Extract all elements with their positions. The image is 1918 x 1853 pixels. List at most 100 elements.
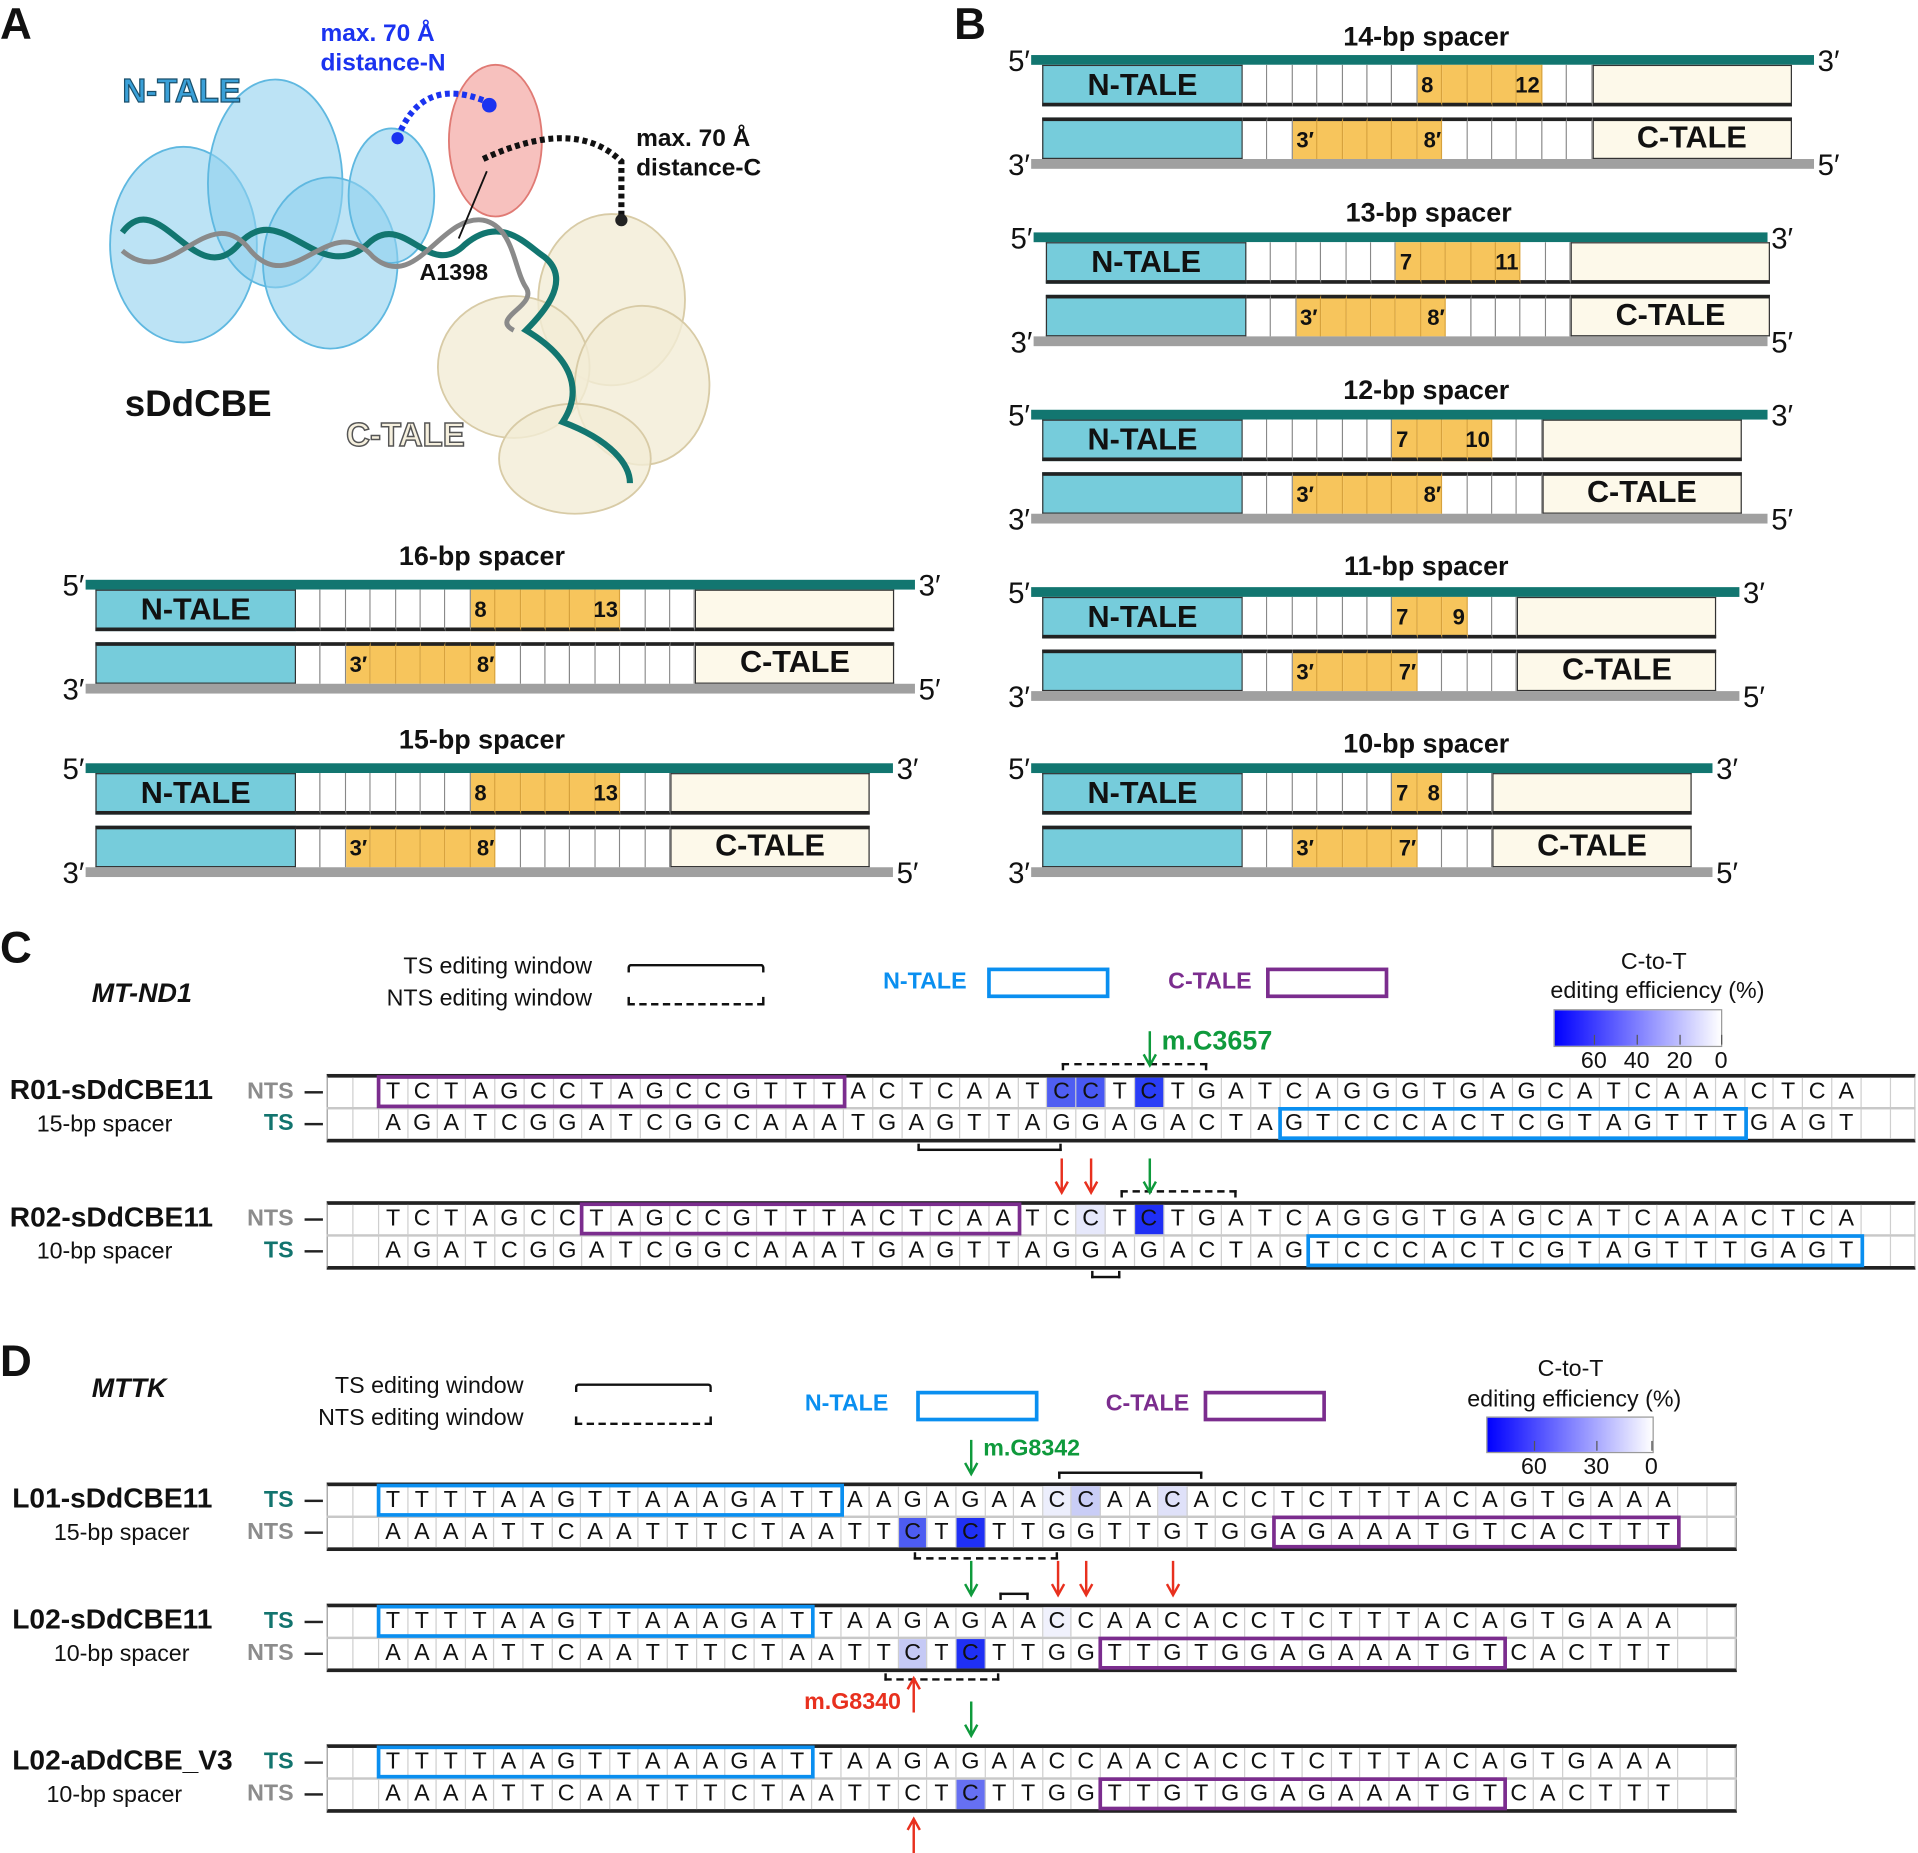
nucleotide: A: [1476, 1486, 1506, 1516]
n-tale-box: [1042, 773, 1243, 815]
spacer-cell: [1242, 117, 1268, 160]
top-strand-bar: [1033, 232, 1768, 243]
spacer-cell: [1517, 117, 1543, 160]
nucleotide: T: [1620, 1779, 1650, 1810]
solid-bracket-legend-c: [627, 963, 765, 973]
spacer-cell: [1545, 294, 1571, 337]
nucleotide: T: [1774, 1077, 1804, 1107]
nucleotide: C: [1455, 1109, 1484, 1139]
nucleotide: G: [1193, 1204, 1222, 1235]
bottom-strand-bar: [85, 683, 915, 694]
panel-label-c: C: [0, 922, 32, 973]
nucleotide: A: [1476, 1747, 1506, 1778]
colorbar-tick: [1593, 1034, 1596, 1045]
construct-label: sDdCBE: [124, 384, 272, 425]
nucleotide: A: [1106, 1236, 1135, 1267]
window-end-number: 7′: [1398, 836, 1417, 861]
c-tale-box: [670, 825, 870, 868]
nucleotide: T: [1101, 1779, 1130, 1810]
spacer-cell: [320, 642, 346, 684]
window-cell: [1421, 294, 1447, 337]
nucleotide: C: [1563, 1639, 1592, 1669]
nucleotide: A: [870, 1607, 899, 1637]
spacer-cell: [1342, 773, 1368, 815]
five-prime-label: 5′: [1008, 45, 1030, 79]
nucleotide: A: [1484, 1204, 1513, 1235]
spacer-cell: [1417, 825, 1443, 868]
three-prime-label: 3′: [918, 570, 941, 604]
nucleotide: G: [1043, 1779, 1073, 1810]
nucleotide: A: [1600, 1236, 1629, 1267]
nucleotide: C: [495, 1109, 525, 1139]
nucleotide: A: [524, 1486, 553, 1516]
nucleotide: T: [437, 1077, 467, 1107]
nucleotide: A: [1332, 1779, 1361, 1810]
spacer-cell: [1392, 64, 1418, 107]
nucleotide: T: [668, 1517, 697, 1548]
nucleotide: A: [379, 1779, 409, 1810]
nucleotide: C: [1803, 1077, 1833, 1107]
nts-editing-window-bracket: [1062, 1062, 1208, 1071]
nucleotide: G: [1216, 1639, 1246, 1669]
nucleotide: G: [931, 1109, 961, 1139]
five-prime-label: 5′: [1771, 503, 1794, 537]
nucleotide: A: [812, 1779, 842, 1810]
nucleotide: T: [1534, 1486, 1563, 1516]
blank-cell: [353, 1236, 380, 1267]
blank-cell: [1678, 1779, 1708, 1810]
colorbar-tick: [1596, 1440, 1598, 1451]
strand-tick: [304, 1531, 323, 1534]
spacer-cell: [620, 825, 646, 868]
protein-dna-structure: [109, 63, 711, 515]
nucleotide: C: [1072, 1486, 1101, 1516]
nucleotide: A: [495, 1607, 524, 1637]
spacer-cell: [445, 589, 471, 632]
spacer-cell: [296, 589, 321, 632]
nucleotide: A: [1592, 1747, 1621, 1778]
row-divider: [326, 1515, 1737, 1518]
nucleotide: T: [379, 1077, 409, 1107]
nucleotide: T: [1571, 1109, 1600, 1139]
blank-cell: [1707, 1639, 1736, 1669]
nucleotide: C: [641, 1109, 670, 1139]
track-name: R02-sDdCBE11: [9, 1200, 214, 1233]
nucleotide: A: [1687, 1204, 1717, 1235]
spacer-cell: [320, 773, 346, 815]
nucleotide: G: [1159, 1779, 1188, 1810]
window-cell: [1342, 117, 1368, 160]
nucleotide: G: [1629, 1236, 1658, 1267]
c-tale-box: [695, 642, 895, 684]
window-cell: [1371, 294, 1397, 337]
nucleotide: T: [466, 1607, 495, 1637]
row-divider: [326, 1234, 1916, 1237]
nucleotide: C: [1447, 1747, 1477, 1778]
nucleotide: A: [1534, 1517, 1563, 1548]
nucleotide: A: [1187, 1747, 1217, 1778]
down-arrow-icon: [963, 1560, 979, 1598]
nucleotide: C: [1134, 1077, 1164, 1107]
blank-cell: [327, 1779, 353, 1810]
spacer-cell: [1467, 596, 1493, 639]
nucleotide: C: [1338, 1236, 1368, 1267]
nucleotide: A: [1687, 1077, 1717, 1107]
window-cell: [595, 773, 621, 815]
nucleotide: C: [495, 1236, 525, 1267]
nucleotide: G: [873, 1109, 903, 1139]
nucleotide: T: [583, 1204, 612, 1235]
nucleotide: C: [1513, 1109, 1542, 1139]
nucleotide: A: [1571, 1077, 1600, 1107]
nucleotide: G: [1043, 1517, 1073, 1548]
five-prime-label: 5′: [62, 753, 85, 787]
spacer-cell: [1492, 649, 1518, 692]
colorbar-d: [1486, 1416, 1654, 1454]
nucleotide: T: [1592, 1779, 1621, 1810]
nucleotide: A: [697, 1486, 726, 1516]
nucleotide: T: [408, 1747, 437, 1778]
nucleotide: C: [670, 1077, 699, 1107]
nucleotide: T: [524, 1639, 553, 1669]
bottom-strand-bar: [1031, 513, 1768, 524]
mutation-label: m.C3657: [1161, 1025, 1273, 1056]
nucleotide: A: [1130, 1607, 1159, 1637]
three-prime-label: 3′: [62, 857, 85, 891]
nucleotide: T: [1019, 1077, 1048, 1107]
